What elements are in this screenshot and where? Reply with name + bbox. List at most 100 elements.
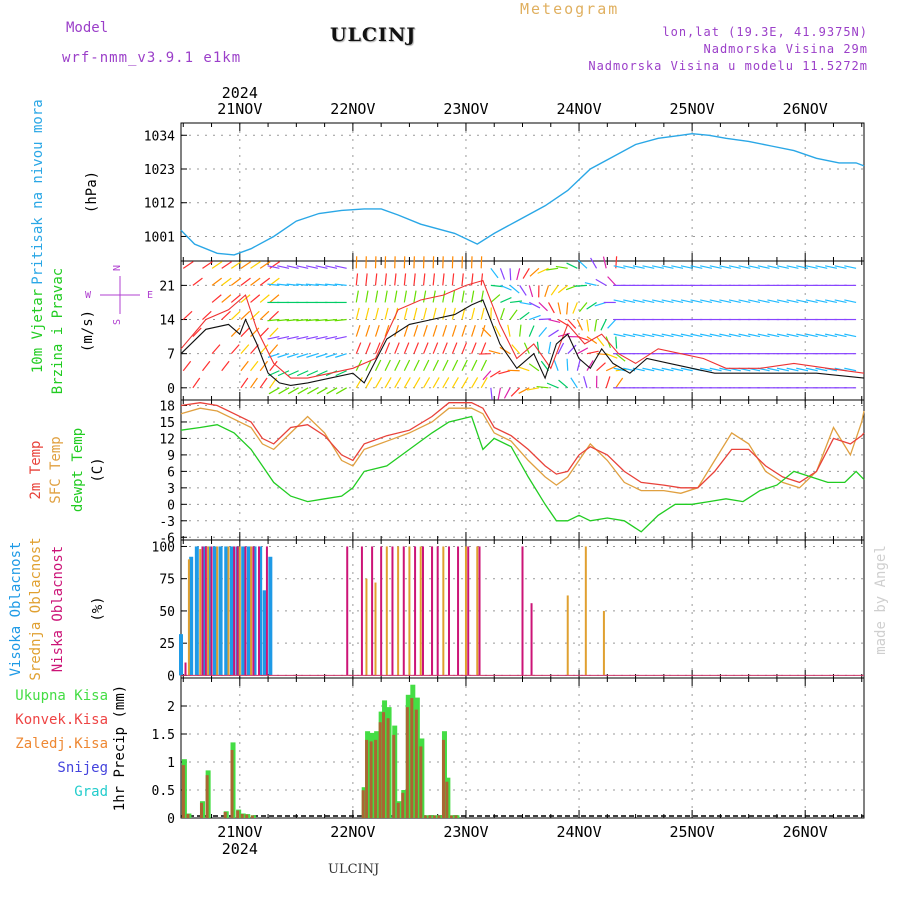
wind-barb — [305, 265, 318, 269]
wind-barb — [577, 259, 588, 269]
precip-conv-bar — [449, 815, 453, 818]
y-tick-label: 3 — [167, 482, 175, 497]
wind-barb — [269, 327, 279, 338]
wind-barb — [709, 265, 722, 269]
precip-conv-bar — [423, 815, 427, 818]
wind-barb — [432, 377, 440, 389]
dewpoint-axis-label: dewpt Temp — [70, 428, 86, 512]
wind-barb — [498, 370, 511, 375]
wind-barb — [596, 362, 606, 372]
pressure-unit-label: (hPa) — [84, 171, 100, 213]
wind-barb — [844, 367, 857, 372]
wind-barb — [558, 379, 569, 389]
year-label: 2024 — [222, 84, 258, 102]
wind-barb — [605, 353, 618, 359]
cloud-low-bar — [447, 546, 450, 676]
wind-barb — [335, 387, 347, 395]
precip-conv-bar — [454, 815, 458, 818]
wind-barb — [613, 333, 626, 338]
wind-barb — [488, 349, 501, 355]
wind-barb — [211, 294, 222, 303]
wind-barb — [250, 327, 260, 338]
wind-barb — [824, 299, 837, 304]
wind-barb — [776, 367, 789, 372]
precip-conv-bar — [419, 746, 423, 818]
wind-barb — [719, 367, 732, 372]
wind-barb — [642, 333, 655, 338]
wind-barb — [651, 367, 664, 372]
wind-barb — [192, 327, 202, 338]
wind-barb — [576, 358, 581, 371]
wind-barb — [277, 353, 290, 358]
wind-barb — [623, 299, 636, 304]
wind-barb — [325, 318, 338, 322]
wind-barb — [211, 277, 223, 286]
cloud-low-bar — [233, 546, 236, 676]
wind-barb — [661, 367, 674, 372]
precip-conv-bar — [240, 813, 244, 818]
wind-barb — [240, 327, 250, 338]
wind-barb — [451, 307, 456, 320]
wind-barb — [642, 367, 655, 372]
precip-conv-bar — [205, 775, 209, 818]
cloud-low-bar — [431, 546, 434, 676]
panel-frame — [180, 260, 865, 401]
y-tick-label: 0.5 — [152, 784, 175, 799]
wind-barb — [335, 370, 347, 377]
wind-barb — [757, 265, 770, 269]
cloud-mid-bar — [602, 610, 605, 676]
precip-conv-bar — [386, 718, 390, 818]
wind-barb — [511, 344, 521, 355]
wind-barb — [451, 359, 459, 371]
wind-speed-line — [180, 299, 865, 386]
wind-barb — [557, 319, 569, 327]
precip-conv-bar — [223, 811, 227, 818]
wind-barb — [509, 284, 520, 294]
wind-barb — [815, 265, 828, 269]
wind-barb — [651, 299, 664, 304]
wind-barb — [586, 350, 599, 355]
precip-conv-bar — [361, 790, 365, 818]
model-elevation-label: Nadmorska Visina u modelu 11.5272m — [588, 59, 868, 73]
wind-unit-label: (m/s) — [80, 310, 96, 352]
wind-barb — [403, 377, 411, 389]
wind-barb — [334, 318, 347, 322]
wind-barb — [728, 299, 741, 304]
wind-barb — [767, 367, 780, 372]
wind-barb — [403, 290, 408, 303]
wind-barb — [374, 324, 380, 337]
wind-barb — [250, 294, 261, 303]
cloud-low-bar — [201, 546, 204, 676]
wind-barb — [394, 359, 401, 371]
y-tick-label: -6 — [159, 531, 175, 546]
wind-barb — [394, 342, 400, 354]
wind-barb — [305, 318, 318, 322]
wind-barb — [182, 261, 194, 269]
wind-barb — [594, 319, 598, 332]
y-tick-label: 6 — [167, 465, 175, 480]
dewpoint-line — [180, 415, 865, 533]
y-tick-label: 0 — [167, 812, 175, 827]
cloud-high-bar — [194, 546, 199, 676]
wind-barb — [240, 277, 251, 286]
wind-barb — [519, 301, 532, 306]
wind-barb — [680, 299, 693, 304]
wind-barb — [296, 336, 309, 340]
wind-barb — [394, 290, 398, 303]
cloud-low-bar — [265, 546, 268, 676]
wind-barb — [557, 284, 569, 294]
wind-barb — [413, 307, 418, 320]
meteogram-title: Meteogram — [520, 0, 620, 18]
y-tick-label: 15 — [159, 416, 175, 431]
wind-barb — [365, 342, 371, 354]
cloud-mid-bar — [464, 546, 467, 676]
y-tick-label: 12 — [159, 432, 175, 447]
wind-barb — [277, 370, 290, 377]
wind-barb — [355, 290, 359, 303]
wind-barb — [490, 267, 499, 279]
wind-barb — [499, 268, 506, 280]
wind-barb — [471, 324, 476, 337]
y-tick-label: 0 — [167, 498, 175, 513]
wind-barb — [471, 290, 475, 303]
